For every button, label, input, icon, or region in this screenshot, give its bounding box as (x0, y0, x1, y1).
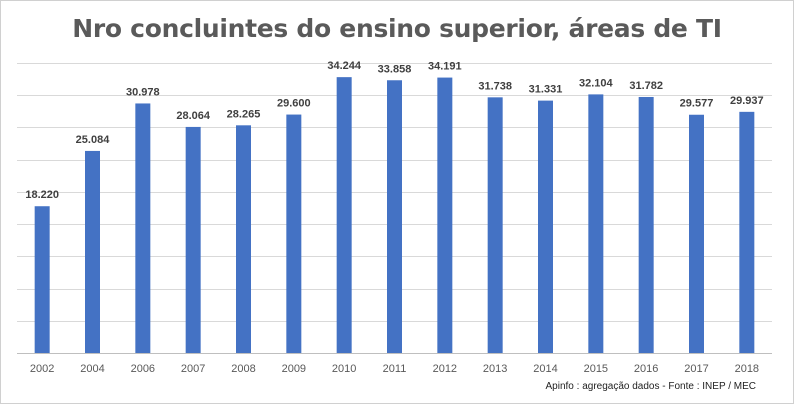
x-tick-label: 2012 (433, 363, 457, 375)
data-label: 34.191 (428, 61, 462, 73)
x-tick-label: 2007 (181, 363, 205, 375)
x-tick-label: 2018 (735, 363, 759, 375)
bar (437, 77, 453, 353)
data-label: 30.978 (126, 86, 160, 98)
bar (286, 114, 302, 353)
data-label: 33.858 (378, 63, 412, 75)
bar (236, 125, 251, 353)
data-label: 25.084 (76, 134, 111, 146)
x-tick-label: 2013 (483, 363, 507, 375)
data-label: 31.738 (478, 80, 512, 92)
bar (387, 80, 402, 353)
bar (135, 103, 151, 353)
x-tick-label: 2016 (634, 363, 658, 375)
bar (638, 96, 654, 353)
x-tick-label: 2014 (533, 363, 557, 375)
data-label: 31.782 (629, 80, 663, 92)
x-tick-label: 2010 (332, 363, 356, 375)
data-label: 28.064 (176, 110, 211, 122)
x-tick-label: 2017 (684, 363, 708, 375)
bar (487, 97, 503, 353)
x-tick-label: 2011 (383, 363, 407, 375)
bar (739, 111, 755, 353)
bar (689, 114, 704, 353)
data-label: 34.244 (327, 60, 362, 72)
data-label: 29.937 (730, 95, 764, 107)
x-tick-label: 2002 (30, 363, 54, 375)
x-tick-label: 2008 (231, 363, 255, 375)
bar (34, 206, 50, 353)
bar (185, 126, 201, 353)
chart-title: Nro concluintes do ensino superior, área… (72, 14, 722, 43)
data-label: 32.104 (579, 77, 614, 89)
bar (336, 77, 352, 353)
bar (85, 150, 100, 353)
data-label: 18.220 (25, 189, 59, 201)
data-label: 29.577 (680, 98, 714, 110)
x-tick-label: 2015 (584, 363, 608, 375)
x-tick-label: 2006 (131, 363, 155, 375)
data-label: 28.265 (227, 108, 261, 120)
x-tick-label: 2004 (80, 363, 104, 375)
bar (588, 94, 604, 353)
data-label: 29.600 (277, 98, 311, 110)
x-tick-label: 2009 (282, 363, 306, 375)
data-label: 31.331 (529, 84, 563, 96)
source-note: Apinfo : agregação dados - Fonte : INEP … (545, 381, 756, 392)
bar (538, 100, 553, 353)
